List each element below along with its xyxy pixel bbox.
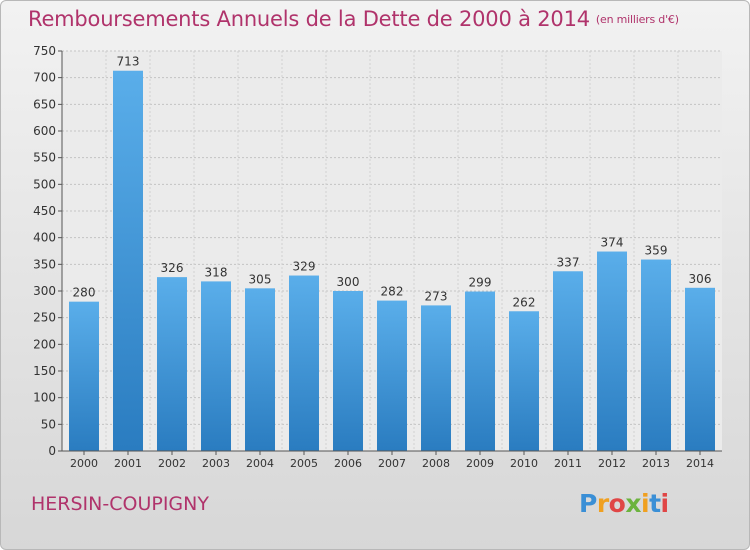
y-tick-label: 0 [48, 444, 56, 458]
title-text: Remboursements Annuels de la Dette de 20… [28, 7, 590, 31]
data-label: 262 [513, 295, 536, 309]
logo-letter: r [596, 489, 609, 518]
y-tick-label: 450 [33, 204, 56, 218]
bar [465, 291, 495, 451]
logo-letter: P [579, 489, 597, 518]
x-tick-label: 2012 [598, 457, 626, 470]
y-tick-label: 700 [33, 71, 56, 85]
data-label: 337 [557, 255, 580, 269]
x-tick-label: 2004 [246, 457, 274, 470]
data-label: 273 [425, 289, 448, 303]
bar [69, 301, 99, 451]
x-tick-label: 2013 [642, 457, 670, 470]
x-tick-label: 2010 [510, 457, 538, 470]
x-tick-label: 2014 [686, 457, 714, 470]
y-tick-label: 200 [33, 337, 56, 351]
data-label: 280 [73, 286, 96, 300]
bar [245, 288, 275, 451]
bar [421, 305, 451, 451]
bar [157, 277, 187, 451]
data-label: 306 [689, 272, 712, 286]
data-label: 318 [205, 265, 228, 279]
data-label: 359 [645, 244, 668, 258]
x-tick-label: 2001 [114, 457, 142, 470]
x-tick-label: 2005 [290, 457, 318, 470]
x-tick-label: 2000 [70, 457, 98, 470]
x-tick-label: 2003 [202, 457, 230, 470]
y-tick-label: 400 [33, 231, 56, 245]
logo-letter: x [625, 489, 641, 518]
y-tick-label: 600 [33, 124, 56, 138]
data-label: 299 [469, 276, 492, 290]
logo-letter: t [649, 489, 661, 518]
y-tick-label: 750 [33, 44, 56, 58]
bar [685, 287, 715, 451]
data-label: 282 [381, 285, 404, 299]
y-tick-label: 250 [33, 311, 56, 325]
data-label: 713 [117, 55, 140, 69]
y-tick-label: 550 [33, 151, 56, 165]
place-name: HERSIN-COUPIGNY [31, 493, 209, 515]
logo-letter: o [608, 489, 626, 518]
y-tick-label: 50 [41, 417, 56, 431]
bar [201, 281, 231, 451]
y-tick-label: 300 [33, 284, 56, 298]
x-tick-label: 2007 [378, 457, 406, 470]
x-tick-label: 2002 [158, 457, 186, 470]
data-label: 305 [249, 272, 272, 286]
logo-letter: i [660, 489, 670, 518]
y-tick-label: 100 [33, 391, 56, 405]
bar [641, 259, 671, 451]
bar [597, 251, 627, 451]
x-tick-label: 2006 [334, 457, 362, 470]
x-tick-label: 2008 [422, 457, 450, 470]
data-label: 326 [161, 261, 184, 275]
y-tick-label: 500 [33, 177, 56, 191]
bar [333, 291, 363, 451]
x-tick-label: 2011 [554, 457, 582, 470]
bar [289, 275, 319, 451]
y-tick-label: 150 [33, 364, 56, 378]
x-tick-label: 2009 [466, 457, 494, 470]
logo-letter: i [641, 489, 650, 518]
data-label: 300 [337, 275, 360, 289]
bar [509, 311, 539, 451]
chart-subtitle: (en milliers d'€) [595, 13, 679, 26]
data-label: 329 [293, 260, 316, 274]
y-tick-label: 650 [33, 97, 56, 111]
y-tick-label: 350 [33, 257, 56, 271]
bar [113, 70, 143, 451]
bar [553, 271, 583, 451]
chart-title: Remboursements Annuels de la Dette de 20… [28, 7, 679, 31]
data-label: 374 [601, 236, 624, 250]
proxiti-logo: Proxiti [579, 489, 669, 518]
bar [377, 300, 407, 451]
